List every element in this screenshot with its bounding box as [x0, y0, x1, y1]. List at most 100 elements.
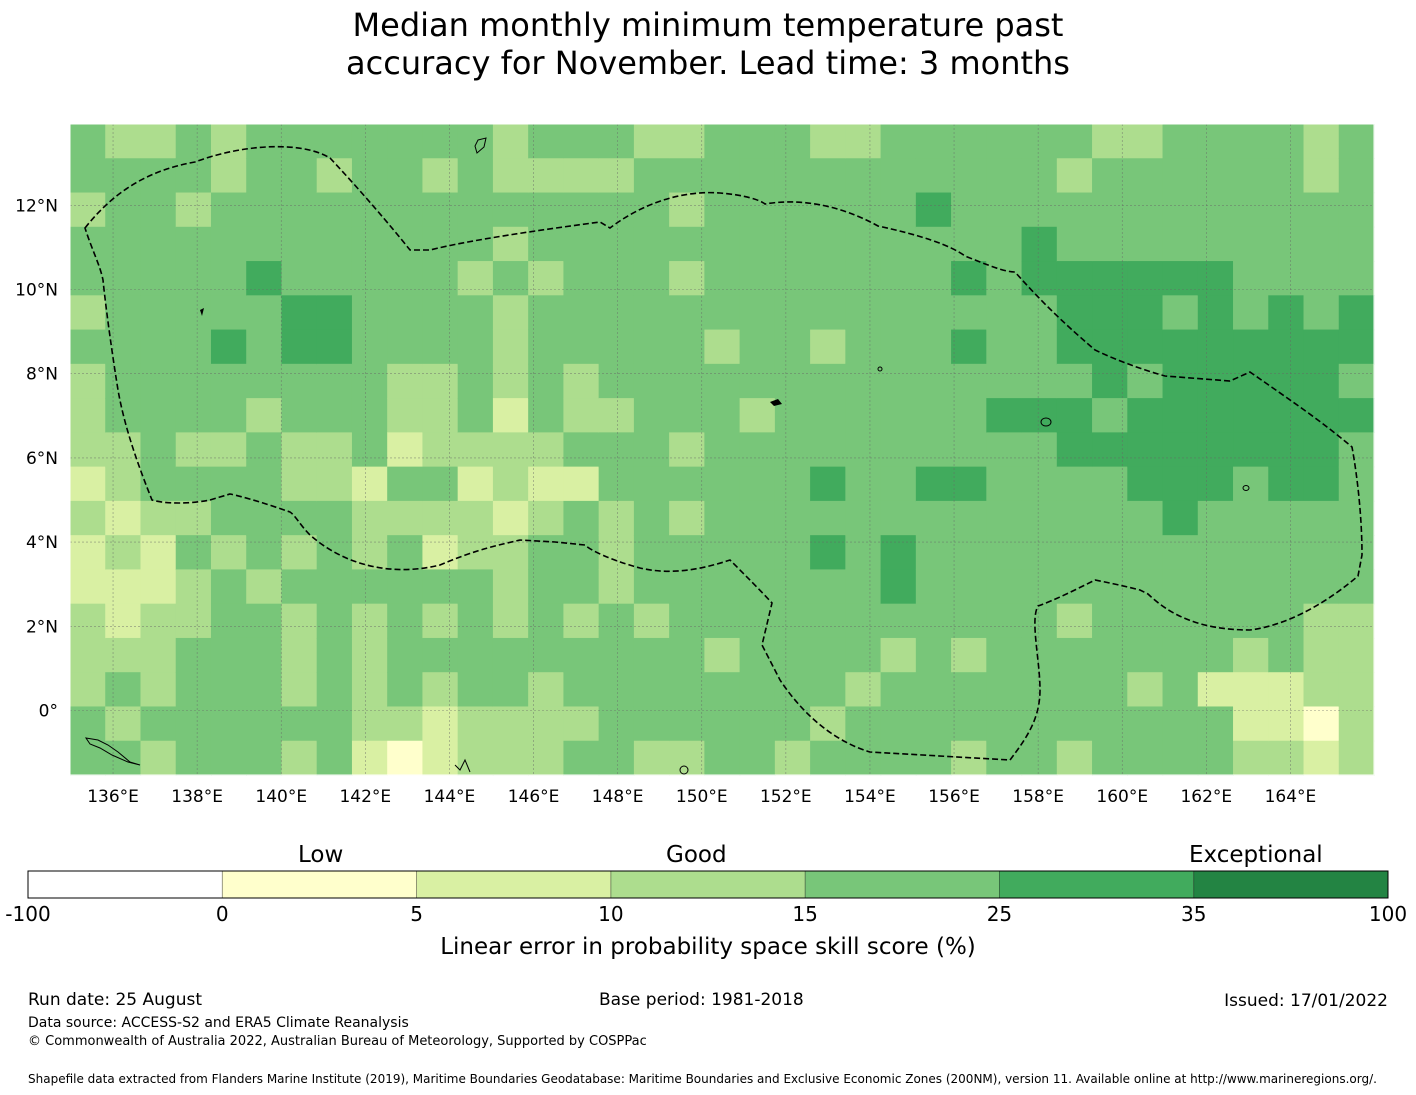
- grid-cell: [598, 192, 635, 228]
- grid-cell: [316, 603, 353, 639]
- grid-cell: [316, 226, 353, 262]
- grid-cell: [598, 740, 635, 776]
- grid-cell: [1127, 124, 1164, 159]
- grid-cell: [986, 706, 1023, 742]
- grid-cell: [70, 603, 106, 639]
- grid-cell: [986, 363, 1023, 399]
- grid-cell: [880, 192, 917, 228]
- grid-cell: [1056, 192, 1093, 228]
- grid-cell: [70, 740, 106, 776]
- grid-cell: [281, 329, 318, 365]
- grid-cell: [845, 329, 882, 365]
- grid-cell: [633, 158, 670, 194]
- grid-cell: [1268, 432, 1305, 468]
- grid-cell: [563, 226, 600, 262]
- grid-cell: [140, 158, 177, 194]
- grid-cell: [1338, 500, 1375, 536]
- grid-cell: [281, 192, 318, 228]
- grid-cell: [774, 158, 811, 194]
- grid-cell: [1303, 569, 1340, 605]
- grid-cell: [704, 637, 741, 673]
- grid-cell: [598, 672, 635, 708]
- grid-cell: [669, 466, 705, 502]
- grid-cell: [563, 706, 600, 742]
- data-source: Data source: ACCESS-S2 and ERA5 Climate …: [28, 1015, 409, 1031]
- grid-cell: [316, 500, 353, 536]
- grid-cell: [845, 226, 882, 262]
- grid-cell: [105, 192, 142, 228]
- grid-cell: [175, 466, 212, 502]
- grid-cell: [915, 740, 952, 776]
- grid-cell: [316, 466, 353, 502]
- grid-cell: [1338, 740, 1375, 776]
- grid-cell: [774, 535, 811, 571]
- grid-cell: [915, 535, 952, 571]
- grid-cell: [774, 603, 811, 639]
- grid-cell: [1056, 261, 1093, 296]
- grid-cell: [1162, 706, 1199, 742]
- grid-cell: [633, 569, 670, 605]
- grid-cell: [1268, 466, 1305, 502]
- grid-cell: [986, 261, 1023, 296]
- grid-cell: [598, 432, 635, 468]
- colorbar-tick-label: 0: [216, 902, 229, 926]
- grid-cell: [880, 363, 917, 399]
- grid-cell: [774, 329, 811, 365]
- grid-cell: [1092, 500, 1128, 536]
- grid-cell: [281, 466, 318, 502]
- grid-cell: [422, 637, 459, 673]
- grid-cell: [387, 569, 424, 605]
- grid-cell: [1021, 500, 1058, 536]
- grid-cell: [1056, 603, 1093, 639]
- grid-cell: [105, 295, 142, 331]
- grid-cell: [387, 363, 424, 399]
- grid-cell: [528, 124, 564, 159]
- grid-cell: [598, 261, 635, 296]
- grid-cell: [316, 706, 353, 742]
- colorbar-tick-label: 5: [410, 902, 423, 926]
- grid-cell: [316, 124, 353, 159]
- grid-cell: [1092, 192, 1128, 228]
- grid-cell: [704, 398, 741, 433]
- grid-cell: [633, 603, 670, 639]
- grid-cell: [1162, 740, 1199, 776]
- grid-cell: [140, 329, 177, 365]
- grid-cell: [880, 329, 917, 365]
- grid-cell: [633, 295, 670, 331]
- grid-cell: [528, 192, 564, 228]
- grid-cell: [845, 672, 882, 708]
- grid-cell: [704, 603, 741, 639]
- grid-cell: [633, 261, 670, 296]
- grid-cell: [1021, 158, 1058, 194]
- grid-cell: [281, 295, 318, 331]
- grid-cell: [563, 363, 600, 399]
- grid-cell: [1162, 637, 1199, 673]
- grid-cell: [1021, 363, 1058, 399]
- grid-cell: [1092, 432, 1128, 468]
- grid-cell: [281, 363, 318, 399]
- grid-cell: [175, 672, 212, 708]
- colorbar-segment: [416, 871, 611, 898]
- grid-cell: [210, 158, 247, 194]
- grid-cell: [880, 432, 917, 468]
- island-pohnpei: [1040, 417, 1052, 427]
- grid-cell: [351, 637, 388, 673]
- grid-cell: [1092, 740, 1128, 776]
- grid-cell: [387, 295, 424, 331]
- grid-cell: [492, 500, 529, 536]
- grid-cell: [1092, 261, 1128, 296]
- grid-cell: [281, 124, 318, 159]
- lon-tick-label: 162°E: [1180, 787, 1232, 807]
- grid-cell: [105, 603, 142, 639]
- latitude-labels: 12°N 10°N 8°N 6°N 4°N 2°N 0°: [15, 196, 58, 721]
- grid-cell: [951, 398, 987, 433]
- grid-cell: [1268, 261, 1305, 296]
- grid-cell: [1268, 672, 1305, 708]
- grid-cell: [669, 672, 705, 708]
- islands: [84, 137, 1250, 775]
- grid-cell: [387, 535, 424, 571]
- grid-cell: [351, 432, 388, 468]
- grid-cell: [492, 398, 529, 433]
- grid-cell: [774, 226, 811, 262]
- grid-cell: [845, 261, 882, 296]
